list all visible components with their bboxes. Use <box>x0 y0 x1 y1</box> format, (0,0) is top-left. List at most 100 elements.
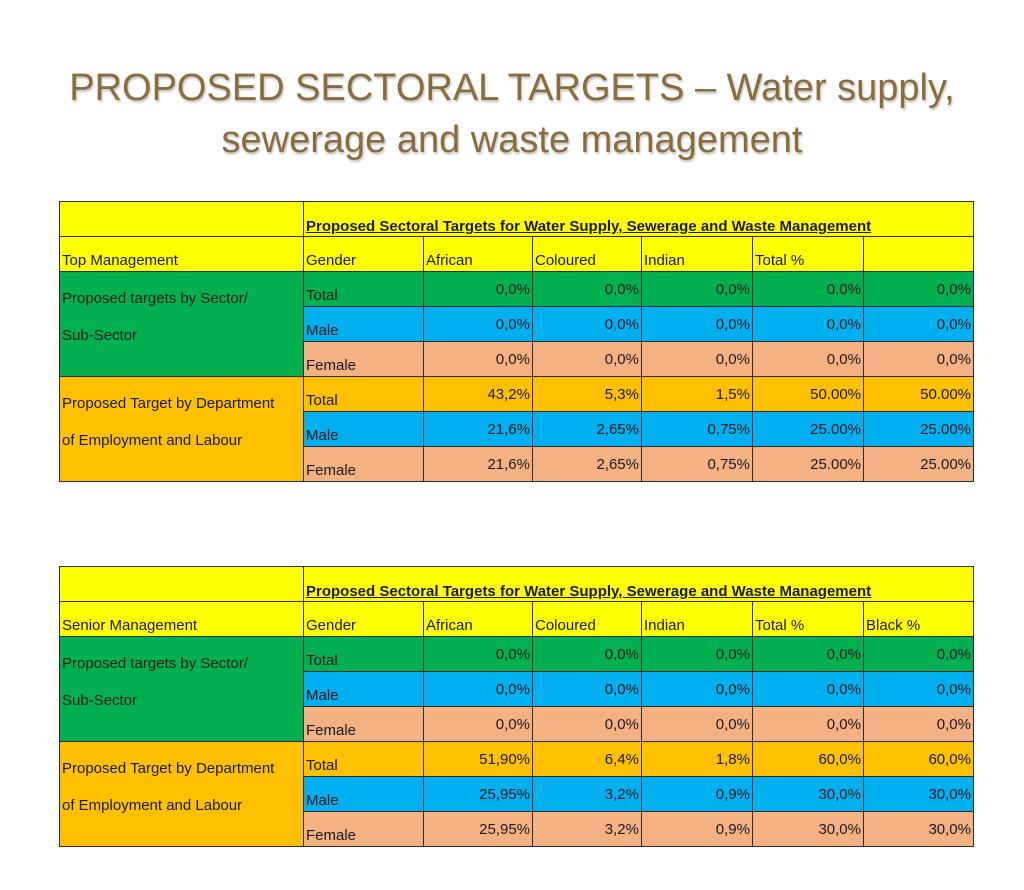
column-header: Indian <box>641 601 753 637</box>
value-cell: 0,0% <box>863 671 974 707</box>
group-label-line: Proposed targets by Sector/ <box>62 290 248 307</box>
value-cell: 0,0% <box>423 706 533 742</box>
group-label-line: Proposed targets by Sector/ <box>62 655 248 672</box>
value-cell: 0,0% <box>641 671 753 707</box>
group-label-line: Proposed Target by Department <box>62 760 275 777</box>
value-cell: 0,0% <box>863 636 974 672</box>
value-cell: 0,0% <box>532 671 642 707</box>
table-row: Proposed targets by Sector/ Sub-Sector T… <box>59 271 974 377</box>
table-row: Proposed Target by Department of Employm… <box>59 376 974 482</box>
column-header <box>863 236 974 272</box>
value-cell: 0,0% <box>641 306 753 342</box>
column-header: Total % <box>752 601 864 637</box>
group-label-sector: Proposed targets by Sector/ Sub-Sector <box>59 271 304 377</box>
gender-cell: Total <box>303 376 424 412</box>
gender-cell: Total <box>303 636 424 672</box>
header-row: Top Management Gender African Coloured I… <box>59 236 974 272</box>
gender-cell: Female <box>303 341 424 377</box>
gender-cell: Male <box>303 306 424 342</box>
value-cell: 0,0% <box>423 271 533 307</box>
group-label-line: Sub-Sector <box>62 692 138 709</box>
group-label-line: Sub-Sector <box>62 327 138 344</box>
value-cell: 0,0% <box>752 271 864 307</box>
value-cell: 25,95% <box>423 776 533 812</box>
section-label: Senior Management <box>59 601 304 637</box>
value-cell: 25.00% <box>863 446 974 482</box>
value-cell: 0,9% <box>641 811 753 847</box>
value-cell: 30,0% <box>752 776 864 812</box>
value-cell: 6,4% <box>532 741 642 777</box>
table-row: Proposed targets by Sector/ Sub-Sector T… <box>59 636 974 742</box>
value-cell: 0,0% <box>863 706 974 742</box>
value-cell: 2,65% <box>532 411 642 447</box>
caption-spacer-cell <box>59 201 304 237</box>
column-header: Gender <box>303 236 424 272</box>
value-cell: 51,90% <box>423 741 533 777</box>
value-cell: 30,0% <box>863 811 974 847</box>
gender-cell: Male <box>303 776 424 812</box>
value-cell: 0,0% <box>532 306 642 342</box>
value-cell: 30,0% <box>752 811 864 847</box>
section-label: Top Management <box>59 236 304 272</box>
value-cell: 60,0% <box>752 741 864 777</box>
gender-cell: Female <box>303 706 424 742</box>
table-row: Male 0,0% 0,0% 0,0% 0,0% 0,0% <box>60 306 974 342</box>
value-cell: 1,5% <box>641 376 753 412</box>
caption-row: Proposed Sectoral Targets for Water Supp… <box>59 201 974 237</box>
value-cell: 25.00% <box>752 446 864 482</box>
value-cell: 0,75% <box>641 446 753 482</box>
caption-spacer-cell <box>59 566 304 602</box>
table-row: Proposed Target by Department of Employm… <box>59 741 974 847</box>
gender-cell: Female <box>303 811 424 847</box>
value-cell: 60,0% <box>863 741 974 777</box>
value-cell: 0,0% <box>641 706 753 742</box>
group-label-sector: Proposed targets by Sector/ Sub-Sector <box>59 636 304 742</box>
column-header: African <box>423 236 533 272</box>
value-cell: 0,0% <box>863 306 974 342</box>
value-cell: 5,3% <box>532 376 642 412</box>
value-cell: 25.00% <box>752 411 864 447</box>
gender-cell: Male <box>303 411 424 447</box>
group-label-line: of Employment and Labour <box>62 797 243 814</box>
table-caption: Proposed Sectoral Targets for Water Supp… <box>303 201 974 237</box>
column-header: Indian <box>641 236 753 272</box>
value-cell: 0,0% <box>423 341 533 377</box>
gender-cell: Male <box>303 671 424 707</box>
value-cell: 0,0% <box>752 706 864 742</box>
column-header: Coloured <box>532 601 642 637</box>
group-label-line: Proposed Target by Department <box>62 395 275 412</box>
value-cell: 0,75% <box>641 411 753 447</box>
column-header: African <box>423 601 533 637</box>
value-cell: 0,0% <box>423 636 533 672</box>
value-cell: 50.00% <box>752 376 864 412</box>
value-cell: 25,95% <box>423 811 533 847</box>
group-label-department: Proposed Target by Department of Employm… <box>59 741 304 847</box>
value-cell: 0,9% <box>641 776 753 812</box>
slide-title: PROPOSED SECTORAL TARGETS – Water supply… <box>0 62 1024 166</box>
column-header: Coloured <box>532 236 642 272</box>
value-cell: 0,0% <box>752 671 864 707</box>
value-cell: 50.00% <box>863 376 974 412</box>
table-row: Female 0,0% 0,0% 0,0% 0,0% 0,0% <box>60 706 974 742</box>
value-cell: 0,0% <box>752 306 864 342</box>
gender-cell: Total <box>303 271 424 307</box>
value-cell: 0,0% <box>641 271 753 307</box>
column-header: Gender <box>303 601 424 637</box>
value-cell: 1,8% <box>641 741 753 777</box>
slide-title-line-2: sewerage and waste management <box>221 119 803 161</box>
value-cell: 0,0% <box>532 706 642 742</box>
table-row: Male 21,6% 2,65% 0,75% 25.00% 25.00% <box>60 411 974 447</box>
value-cell: 2,65% <box>532 446 642 482</box>
value-cell: 21,6% <box>423 446 533 482</box>
value-cell: 3,2% <box>532 776 642 812</box>
value-cell: 0,0% <box>532 271 642 307</box>
value-cell: 0,0% <box>423 671 533 707</box>
value-cell: 30,0% <box>863 776 974 812</box>
group-label-line: of Employment and Labour <box>62 432 243 449</box>
table-caption: Proposed Sectoral Targets for Water Supp… <box>303 566 974 602</box>
header-row: Senior Management Gender African Coloure… <box>59 601 974 637</box>
slide-title-line-1: PROPOSED SECTORAL TARGETS – Water supply… <box>69 67 955 109</box>
value-cell: 0,0% <box>641 341 753 377</box>
value-cell: 0,0% <box>532 636 642 672</box>
gender-cell: Total <box>303 741 424 777</box>
